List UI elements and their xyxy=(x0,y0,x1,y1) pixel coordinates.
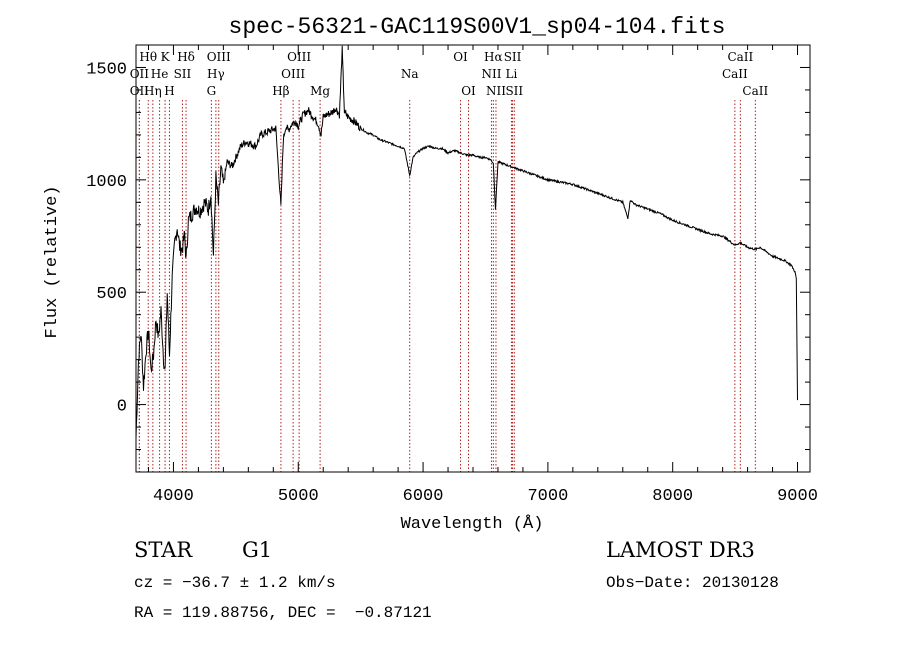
y-tick-label: 0 xyxy=(117,398,127,417)
spectral-line-label: H xyxy=(164,84,174,98)
spectral-line-label: Hθ xyxy=(139,50,157,64)
spectral-line-label: NII xyxy=(481,67,501,81)
x-tick-label: 8000 xyxy=(652,487,693,506)
spectral-line-label: CaII xyxy=(722,67,748,81)
star-subclass: G1 xyxy=(242,538,273,562)
spectral-line-label: Li xyxy=(506,67,518,81)
spectral-line-label: OII xyxy=(130,84,150,98)
y-tick-label: 500 xyxy=(96,285,127,304)
spectral-line-label: Hα xyxy=(484,50,503,64)
spectral-line-label: CaII xyxy=(742,84,768,98)
y-tick-label: 1000 xyxy=(86,173,127,192)
x-tick-label: 5000 xyxy=(278,487,319,506)
coordinates: RA = 119.88756, DEC = −0.87121 xyxy=(134,604,432,622)
spectral-line-label: OI xyxy=(453,50,468,64)
spectral-line-label: OI xyxy=(461,84,476,98)
x-tick-label: 9000 xyxy=(777,487,818,506)
plot-frame xyxy=(135,44,811,473)
spectral-line-label: Hγ xyxy=(207,67,225,81)
spectral-line-label: SII xyxy=(504,50,522,64)
chart-title: spec-56321-GAC119S00V1_sp04-104.fits xyxy=(229,14,726,40)
spectral-line-label: Hβ xyxy=(272,84,289,98)
spectral-line-label: Hδ xyxy=(177,50,195,64)
spectral-line-label: OIII xyxy=(281,67,305,81)
x-tick-label: 7000 xyxy=(527,487,568,506)
spectral-line-label: Na xyxy=(401,67,419,81)
spectral-line-label: K xyxy=(161,50,171,64)
spectral-line-label: CaII xyxy=(727,50,753,64)
y-tick-label: 1500 xyxy=(86,60,127,79)
x-tick-label: 6000 xyxy=(403,487,444,506)
cz-value: cz = −36.7 ± 1.2 km/s xyxy=(134,574,336,592)
spectral-line-label: SII xyxy=(505,84,523,98)
spectral-line-label: He xyxy=(151,67,169,81)
survey-label: LAMOST DR3 xyxy=(606,538,755,562)
spectral-line-label: Hη xyxy=(144,84,162,98)
spectral-line-label: OIII xyxy=(287,50,311,64)
spectral-line-label: NII xyxy=(486,84,506,98)
spectral-line-label: SII xyxy=(174,67,192,81)
obs-date: Obs−Date: 20130128 xyxy=(606,574,779,592)
spectral-line-label: OII xyxy=(130,67,150,81)
spectral-line-label: OIII xyxy=(207,50,231,64)
star-class-label: STAR xyxy=(134,538,193,562)
spectral-line-label: Mg xyxy=(310,84,330,98)
spectrum-series-line xyxy=(135,45,798,439)
x-tick-label: 4000 xyxy=(153,487,194,506)
y-axis-label: Flux (relative) xyxy=(43,185,62,338)
x-axis-label: Wavelength (Å) xyxy=(401,515,544,534)
spectral-line-label: G xyxy=(207,84,217,98)
